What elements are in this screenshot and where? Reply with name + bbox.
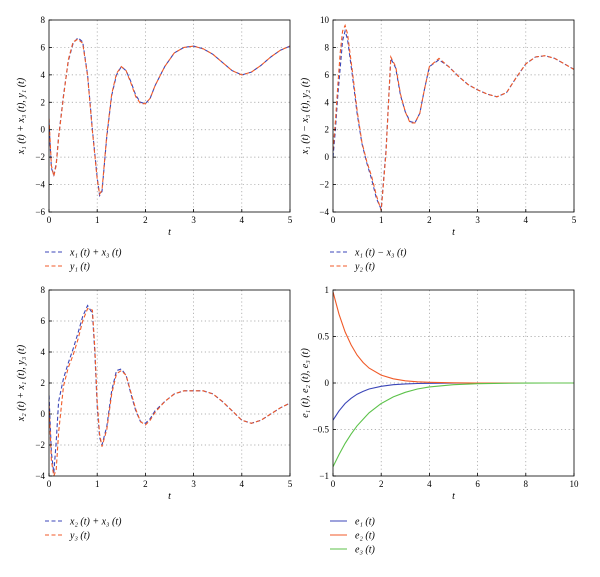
x-tick-label: 4 [427, 479, 432, 489]
x-tick-label: 3 [191, 215, 196, 225]
x-tick-label: 5 [288, 215, 293, 225]
legend-label: x₁ (t) − x₃ (t) [354, 248, 407, 259]
x-axis-label: t [452, 491, 455, 502]
y-tick-label: 2 [41, 97, 46, 107]
legend-label: x₁ (t) + x₃ (t) [69, 248, 122, 259]
plot-frame [48, 19, 291, 213]
y-tick-label: 10 [320, 15, 330, 25]
x-tick-label: 3 [191, 479, 196, 489]
x-tick-label: 0 [331, 479, 336, 489]
y-tick-label: 1 [325, 285, 330, 295]
y-tick-label: 0 [41, 125, 46, 135]
chart-1: 0 1 2 3 4 5 −6 −4 −2 0 2 4 6 8 t x₁ (t) + x₃ (t), y₁ (t… [16, 15, 293, 273]
legend-label: y₁ (t) [69, 262, 91, 273]
y-tick-label: 8 [325, 42, 330, 52]
y-tick-label: −1 [319, 471, 329, 481]
x-axis-label: t [168, 227, 171, 238]
y-tick-label: 0 [41, 409, 46, 419]
x-tick-label: 0 [47, 215, 52, 225]
chart-4: 0 2 4 6 8 10 −1 −0.5 0 0.5 1 t e₁ (t), e₂ (t), e₃ (t… [300, 285, 579, 556]
legend-label: x₂ (t) + x₃ (t) [69, 517, 122, 528]
y-tick-label: 4 [41, 347, 46, 357]
legend-label: e₁ (t) [355, 517, 376, 528]
x-tick-label: 0 [331, 215, 336, 225]
plot-frame [332, 19, 575, 213]
y-tick-label: 2 [325, 125, 330, 135]
x-tick-label: 6 [475, 479, 480, 489]
y-tick-label: −4 [35, 180, 45, 190]
plot-frame [48, 289, 291, 477]
x-tick-label: 2 [143, 479, 148, 489]
y-tick-label: −0.5 [313, 425, 330, 435]
series-line-3 [333, 382, 574, 467]
x-tick-label: 3 [475, 215, 480, 225]
x-tick-label: 2 [379, 479, 384, 489]
series-line-2 [49, 307, 290, 476]
x-tick-label: 1 [95, 215, 100, 225]
x-axis-label: t [168, 491, 171, 502]
y-tick-label: −2 [35, 440, 45, 450]
x-tick-label: 0 [47, 479, 52, 489]
x-tick-label: 4 [524, 215, 529, 225]
y-tick-label: −4 [35, 471, 45, 481]
chart-3: 0 1 2 3 4 5 −4 −2 0 2 4 6 8 t x₂ (t) + x₁ (t), y₃ (t) x… [16, 285, 293, 542]
x-tick-label: 5 [572, 215, 577, 225]
y-axis-label: e₁ (t), e₂ (t), e₃ (t) [300, 348, 311, 418]
y-axis-label: x₁ (t) − x₃ (t), y₂ (t) [300, 77, 311, 155]
series-line-1 [333, 382, 574, 421]
x-tick-label: 5 [288, 479, 293, 489]
y-tick-label: −2 [35, 152, 45, 162]
y-axis-label: x₁ (t) + x₃ (t), y₁ (t) [16, 77, 27, 155]
x-tick-label: 2 [143, 215, 148, 225]
x-tick-label: 2 [427, 215, 432, 225]
y-tick-label: 0.5 [318, 332, 330, 342]
y-tick-label: 0 [325, 152, 330, 162]
x-axis-label: t [452, 227, 455, 238]
y-tick-label: 6 [41, 316, 46, 326]
series-line-1 [333, 28, 574, 210]
y-tick-label: 8 [41, 285, 46, 295]
y-tick-label: 4 [41, 70, 46, 80]
series-line-2 [49, 38, 290, 196]
x-tick-label: 10 [570, 479, 580, 489]
y-axis-label: x₂ (t) + x₁ (t), y₃ (t) [16, 344, 27, 422]
chart-2: 0 1 2 3 4 5 −4 −2 0 2 4 6 8 10 t x₁ (t) − x₃ (t), y₂ (t… [300, 15, 577, 273]
y-tick-label: −4 [319, 207, 329, 217]
y-tick-label: −6 [35, 207, 45, 217]
y-tick-label: 8 [41, 15, 46, 25]
x-tick-label: 4 [240, 215, 245, 225]
series-line-2 [333, 291, 574, 384]
y-tick-label: 6 [41, 42, 46, 52]
legend-label: e₂ (t) [355, 531, 376, 542]
y-tick-label: 0 [325, 378, 330, 388]
x-tick-label: 8 [524, 479, 529, 489]
legend-label: y₂ (t) [354, 262, 376, 273]
legend-label: y₃ (t) [69, 531, 91, 542]
x-tick-label: 1 [95, 479, 100, 489]
series-line-1 [49, 304, 290, 473]
y-tick-label: 6 [325, 70, 330, 80]
y-tick-label: 4 [325, 97, 330, 107]
series-line-2 [333, 23, 574, 211]
legend-label: e₃ (t) [355, 545, 376, 556]
x-tick-label: 4 [240, 479, 245, 489]
y-tick-label: 2 [41, 378, 46, 388]
y-tick-label: −2 [319, 180, 329, 190]
x-tick-label: 1 [379, 215, 384, 225]
